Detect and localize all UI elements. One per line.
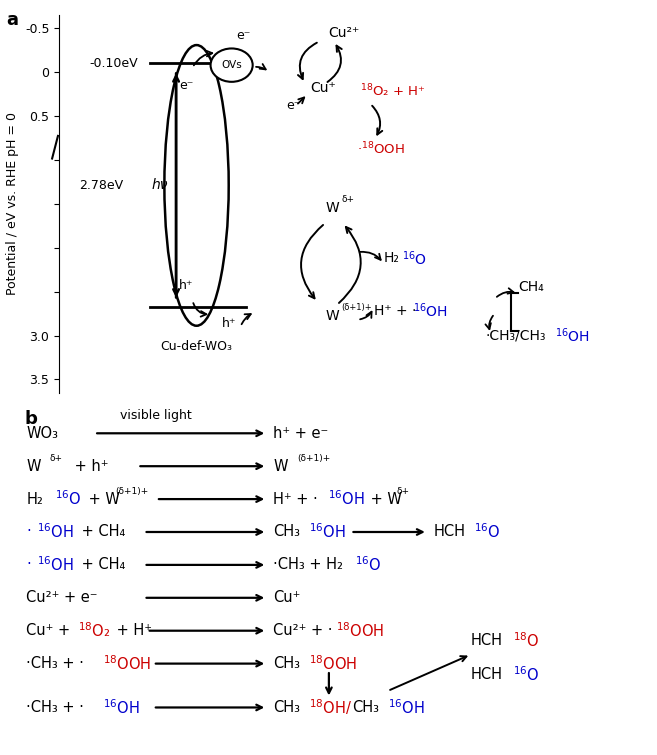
Text: h⁺: h⁺ [221,317,236,330]
Text: Cu-def-WO₃: Cu-def-WO₃ [160,341,233,353]
Text: b: b [24,409,37,427]
Text: e⁻: e⁻ [236,29,250,42]
Text: Cu²⁺: Cu²⁺ [328,26,359,40]
Text: $^{16}$O: $^{16}$O [355,556,381,575]
Text: ·$^{18}$OOH: ·$^{18}$OOH [357,141,405,158]
Text: h⁺ + e⁻: h⁺ + e⁻ [273,426,328,441]
Text: W: W [26,459,41,473]
Text: $^{16}$O: $^{16}$O [474,522,501,541]
Text: -0.10eV: -0.10eV [89,57,138,70]
Text: $^{16}$OH: $^{16}$OH [413,302,448,320]
Text: CH₃: CH₃ [352,700,379,715]
Text: CH₄: CH₄ [518,280,544,294]
Text: $^{18}$OOH: $^{18}$OOH [336,621,384,640]
Text: $^{16}$O: $^{16}$O [402,249,427,267]
Text: $^{16}$OH: $^{16}$OH [104,698,140,716]
Text: e⁻: e⁻ [286,99,300,112]
Text: (δ+1)+: (δ+1)+ [297,455,330,464]
Text: $^{18}$O: $^{18}$O [513,632,539,650]
Text: $^{18}$O₂ + H⁺: $^{18}$O₂ + H⁺ [360,83,426,100]
Text: ·: · [26,557,31,572]
Text: OVs: OVs [221,60,242,70]
Text: + CH₄: + CH₄ [77,557,125,572]
Text: (δ+1)+: (δ+1)+ [342,303,372,312]
Text: + W: + W [83,492,120,507]
Text: $^{16}$O: $^{16}$O [55,490,81,508]
Text: CH₃: CH₃ [273,656,300,671]
Text: ·CH₃/CH₃: ·CH₃/CH₃ [486,328,547,343]
Text: Cu²⁺ + ·: Cu²⁺ + · [273,623,333,638]
Text: $^{16}$OH: $^{16}$OH [555,326,590,345]
Text: H⁺ + ·: H⁺ + · [374,304,416,318]
Text: $^{16}$OH: $^{16}$OH [37,556,74,575]
Text: HCH: HCH [471,633,503,649]
Text: ·CH₃ + ·: ·CH₃ + · [26,700,84,715]
Ellipse shape [211,48,253,82]
Text: $^{18}$O₂: $^{18}$O₂ [78,621,110,640]
Text: HCH: HCH [434,525,466,540]
Text: H₂: H₂ [26,492,43,507]
Text: ·CH₃ + H₂: ·CH₃ + H₂ [273,557,344,572]
Text: + H⁺: + H⁺ [112,623,152,638]
Text: ·CH₃ + ·: ·CH₃ + · [26,656,84,671]
Text: e⁻: e⁻ [179,79,194,92]
Text: CH₃: CH₃ [273,525,300,540]
Text: δ+: δ+ [342,195,355,204]
Text: + W: + W [366,492,402,507]
Text: Cu⁺: Cu⁺ [273,590,301,606]
Text: $^{18}$OOH: $^{18}$OOH [309,655,357,673]
Text: visible light: visible light [120,409,192,422]
Text: $^{16}$OH: $^{16}$OH [309,522,345,541]
Text: h⁺: h⁺ [179,279,194,292]
Text: H₂: H₂ [384,251,399,265]
Text: $^{18}$OH/: $^{18}$OH/ [309,698,351,717]
Text: HCH: HCH [471,667,503,682]
Text: δ+: δ+ [50,455,63,464]
Text: + CH₄: + CH₄ [77,525,125,540]
Text: W: W [325,202,339,215]
Text: Cu⁺ +: Cu⁺ + [26,623,75,638]
Text: $^{18}$OOH: $^{18}$OOH [104,655,152,673]
Text: W: W [325,310,339,323]
Text: H⁺ + ·: H⁺ + · [273,492,318,507]
Text: W: W [273,459,288,473]
Text: $^{16}$OH: $^{16}$OH [37,522,74,541]
Text: hν: hν [152,178,168,193]
Y-axis label: Potential / eV vs. RHE pH = 0: Potential / eV vs. RHE pH = 0 [7,112,19,295]
Text: + h⁺: + h⁺ [70,459,108,473]
Text: ·: · [26,525,31,540]
Text: δ+: δ+ [397,487,410,496]
Text: (δ+1)+: (δ+1)+ [115,487,148,496]
Text: $^{16}$OH: $^{16}$OH [388,698,424,716]
Text: $^{16}$OH: $^{16}$OH [328,490,364,508]
Text: WO₃: WO₃ [26,426,58,441]
Text: a: a [7,11,18,29]
Text: Cu²⁺ + e⁻: Cu²⁺ + e⁻ [26,590,98,606]
Text: 2.78eV: 2.78eV [79,179,124,192]
Text: Cu⁺: Cu⁺ [311,81,336,95]
Text: $^{16}$O: $^{16}$O [513,665,539,684]
Text: CH₃: CH₃ [273,700,300,715]
